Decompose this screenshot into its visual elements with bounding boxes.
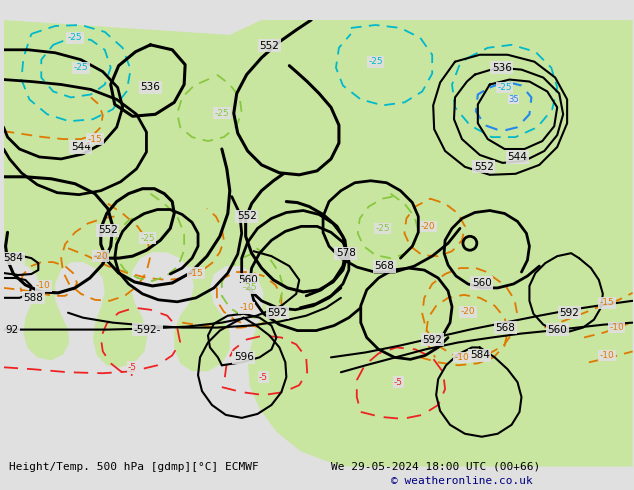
Text: -5: -5: [394, 378, 403, 387]
Text: 578: 578: [336, 248, 356, 258]
Text: -10: -10: [599, 351, 614, 360]
Text: 92: 92: [5, 324, 18, 335]
Polygon shape: [369, 273, 480, 369]
Text: -20: -20: [460, 307, 476, 316]
Text: 584: 584: [4, 253, 23, 263]
Text: -10: -10: [455, 353, 469, 362]
Text: -15: -15: [599, 298, 614, 307]
Text: -10: -10: [239, 303, 254, 312]
Text: © weatheronline.co.uk: © weatheronline.co.uk: [391, 476, 533, 487]
Text: -5: -5: [259, 373, 268, 382]
Text: 568: 568: [496, 322, 515, 333]
Text: Height/Temp. 500 hPa [gdmp][°C] ECMWF: Height/Temp. 500 hPa [gdmp][°C] ECMWF: [8, 462, 258, 471]
Text: 592: 592: [268, 308, 287, 318]
Text: 552: 552: [98, 225, 118, 235]
Text: 552: 552: [259, 41, 280, 51]
Text: 536: 536: [141, 82, 160, 93]
Text: -25: -25: [74, 63, 88, 72]
Text: 560: 560: [547, 324, 567, 335]
Text: -5: -5: [128, 363, 137, 372]
Text: 35: 35: [508, 95, 519, 104]
Text: -10: -10: [36, 281, 51, 291]
Text: -25: -25: [140, 234, 155, 243]
Text: -10: -10: [609, 323, 624, 332]
Text: -20: -20: [93, 252, 108, 261]
Text: -25: -25: [375, 224, 390, 233]
Text: 552: 552: [474, 162, 494, 172]
Text: 588: 588: [23, 293, 43, 303]
Text: -25: -25: [368, 57, 383, 66]
Text: -25: -25: [68, 33, 82, 42]
Text: 544: 544: [71, 142, 91, 152]
Text: 560: 560: [238, 275, 257, 285]
Text: -25: -25: [214, 109, 229, 118]
Text: 560: 560: [472, 278, 492, 288]
Text: -15: -15: [189, 269, 204, 277]
Polygon shape: [4, 20, 633, 466]
Text: 584: 584: [470, 350, 489, 360]
Text: -25: -25: [497, 83, 512, 92]
Text: 544: 544: [508, 152, 527, 162]
Text: -592-: -592-: [134, 324, 161, 335]
Text: 568: 568: [375, 261, 394, 271]
Text: We 29-05-2024 18:00 UTC (00+66): We 29-05-2024 18:00 UTC (00+66): [331, 462, 540, 471]
Text: -20: -20: [421, 222, 436, 231]
Text: -25: -25: [242, 283, 257, 293]
Text: 592: 592: [422, 335, 442, 344]
Text: 596: 596: [234, 352, 254, 363]
Text: 536: 536: [492, 63, 512, 73]
Text: 552: 552: [236, 212, 257, 221]
Text: 592: 592: [559, 308, 579, 318]
Text: -15: -15: [87, 135, 102, 144]
